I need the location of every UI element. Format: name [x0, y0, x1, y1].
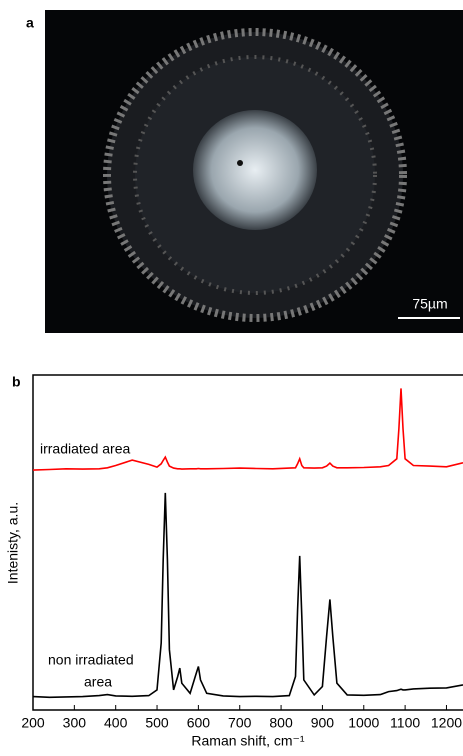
x-tick-label: 1100: [390, 715, 420, 731]
x-axis-label: Raman shift, cm⁻¹: [191, 733, 305, 749]
annotation: irradiated area: [40, 441, 130, 457]
x-tick-label: 900: [311, 715, 335, 731]
x-tick-label: 1000: [348, 715, 379, 731]
x-tick-label: 700: [228, 715, 252, 731]
x-tick-label: 400: [104, 715, 128, 731]
x-tick-label: 200: [21, 715, 45, 731]
irradiated-spot: [193, 110, 317, 230]
figure: a 75µm b Raman shift, cm⁻¹ Intenisty, a.…: [0, 0, 463, 751]
annotation: area: [84, 674, 112, 690]
x-tick-label: 800: [269, 715, 293, 731]
x-tick-label: 300: [63, 715, 87, 731]
x-tick-label: 1200: [431, 715, 462, 731]
annotation: non irradiated: [48, 652, 134, 668]
scale-bar-label: 75µm: [412, 296, 447, 312]
panel-label: b: [12, 374, 21, 390]
spot-center: [237, 160, 243, 166]
panel-label: a: [26, 15, 34, 31]
x-tick-label: 600: [187, 715, 211, 731]
spectrum-line: [33, 388, 463, 470]
x-tick-label: 500: [145, 715, 169, 731]
y-axis-label: Intenisty, a.u.: [5, 502, 21, 584]
